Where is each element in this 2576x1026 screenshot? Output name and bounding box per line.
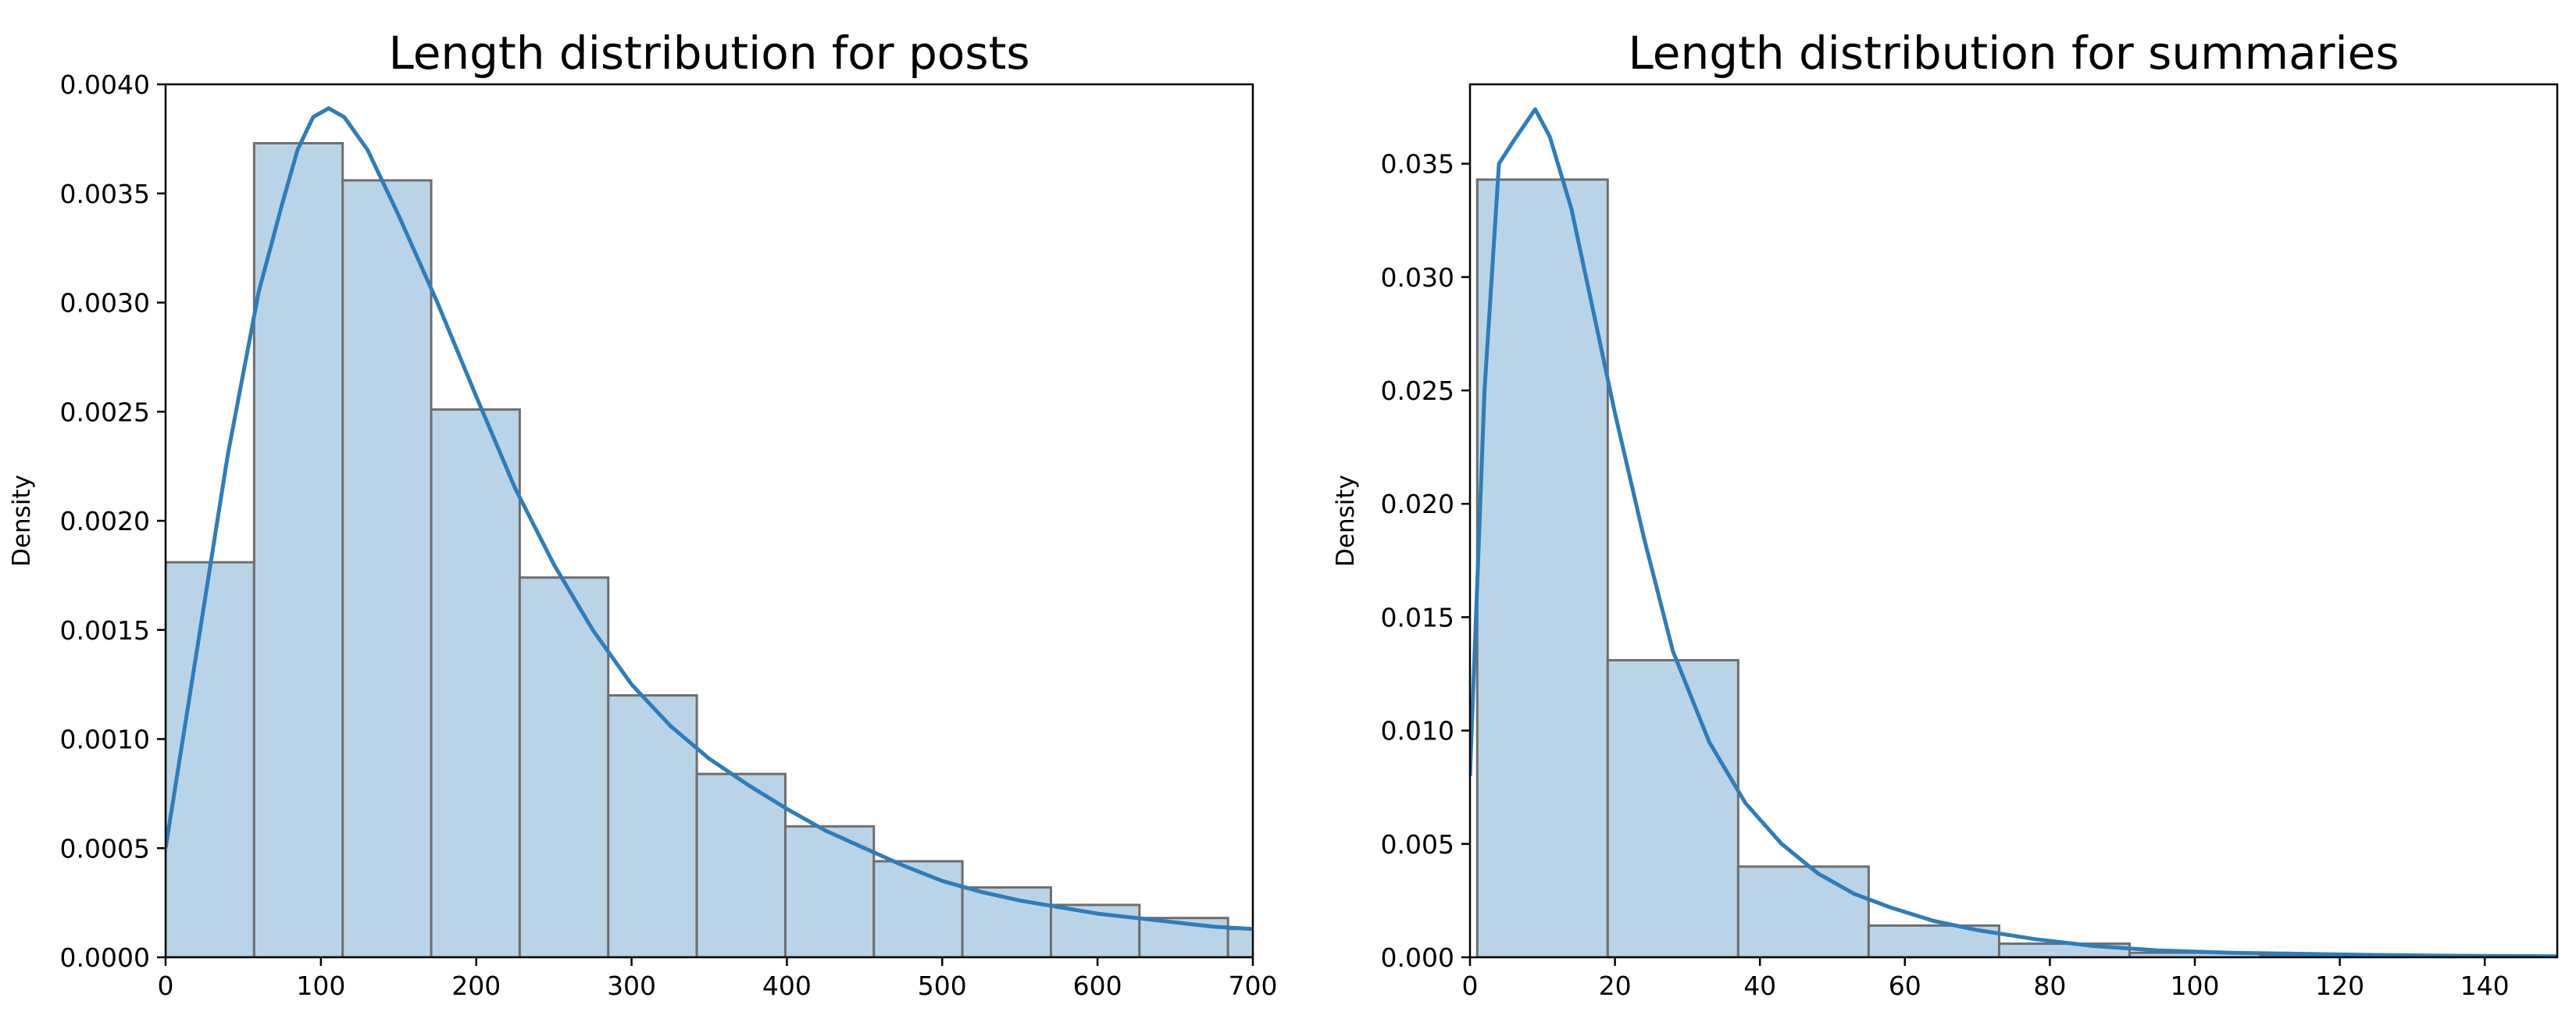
chart-posts: 0 100 200 300 400 500 600 700 0.0000 0.0005 0.0010… (8, 27, 1278, 1001)
histogram-bar (872, 860, 964, 957)
x-tick-label: 100 (296, 971, 345, 1001)
x-tick-label: 80 (2033, 971, 2066, 1001)
x-tick-label: 140 (2460, 971, 2510, 1001)
y-tick-label: 0.0010 (60, 725, 150, 755)
kde-line (166, 106, 1253, 932)
y-tick-label: 0.0025 (60, 397, 150, 427)
y-tick-label: 0.035 (1381, 149, 1454, 180)
histogram-bar (1606, 659, 1739, 957)
x-tick-label: 200 (451, 971, 501, 1001)
x-tick-label: 500 (918, 971, 967, 1001)
plot-area (166, 106, 1253, 957)
y-tick-label: 0.0005 (60, 833, 150, 864)
y-tick-label: 0.0000 (60, 942, 150, 973)
chart-summaries: 0 20 40 60 80 100 120 140 0.000 0.005 0.010 0.015 0.… (1332, 27, 2559, 1001)
x-tick-label: 60 (1889, 971, 1921, 1001)
y-tick-label: 0.0035 (60, 179, 150, 209)
y-tick-label: 0.000 (1381, 942, 1454, 973)
y-tick-label: 0.015 (1381, 602, 1454, 632)
histogram-bar (341, 179, 433, 957)
y-tick-label: 0.005 (1381, 829, 1454, 860)
x-tick-label: 600 (1073, 971, 1122, 1001)
y-tick-label: 0.0030 (60, 288, 150, 319)
y-axis-label: Density (1332, 475, 1360, 567)
y-tick-label: 0.0040 (60, 69, 150, 100)
x-tick-label: 100 (2171, 971, 2220, 1001)
y-tick-label: 0.020 (1381, 489, 1454, 519)
histogram-bar (430, 408, 521, 957)
x-tick-label: 400 (762, 971, 812, 1001)
histogram-bar (1736, 865, 1870, 957)
histogram-bar (1475, 178, 1609, 957)
plot-frame (1468, 83, 2559, 959)
y-tick-label: 0.0015 (60, 615, 150, 646)
y-tick-label: 0.025 (1381, 376, 1454, 406)
chart-title: Length distribution for summaries (1628, 27, 2399, 80)
plot-area (1470, 107, 2557, 957)
x-tick-label: 300 (607, 971, 656, 1001)
x-tick-label: 0 (158, 971, 174, 1001)
x-tick-label: 40 (1743, 971, 1776, 1001)
y-axis-label: Density (8, 475, 36, 567)
x-tick-label: 20 (1599, 971, 1632, 1001)
histogram-bar (518, 576, 610, 957)
y-tick-label: 0.030 (1381, 262, 1454, 293)
histogram-bar (252, 141, 344, 957)
x-tick-label: 120 (2315, 971, 2364, 1001)
y-tick-label: 0.0020 (60, 506, 150, 536)
chart-title: Length distribution for posts (388, 27, 1029, 80)
y-tick-label: 0.010 (1381, 716, 1454, 746)
histogram-bar (1226, 928, 1253, 957)
x-tick-label: 700 (1229, 971, 1278, 1001)
kde-line (1470, 107, 2557, 957)
x-tick-label: 0 (1462, 971, 1479, 1001)
